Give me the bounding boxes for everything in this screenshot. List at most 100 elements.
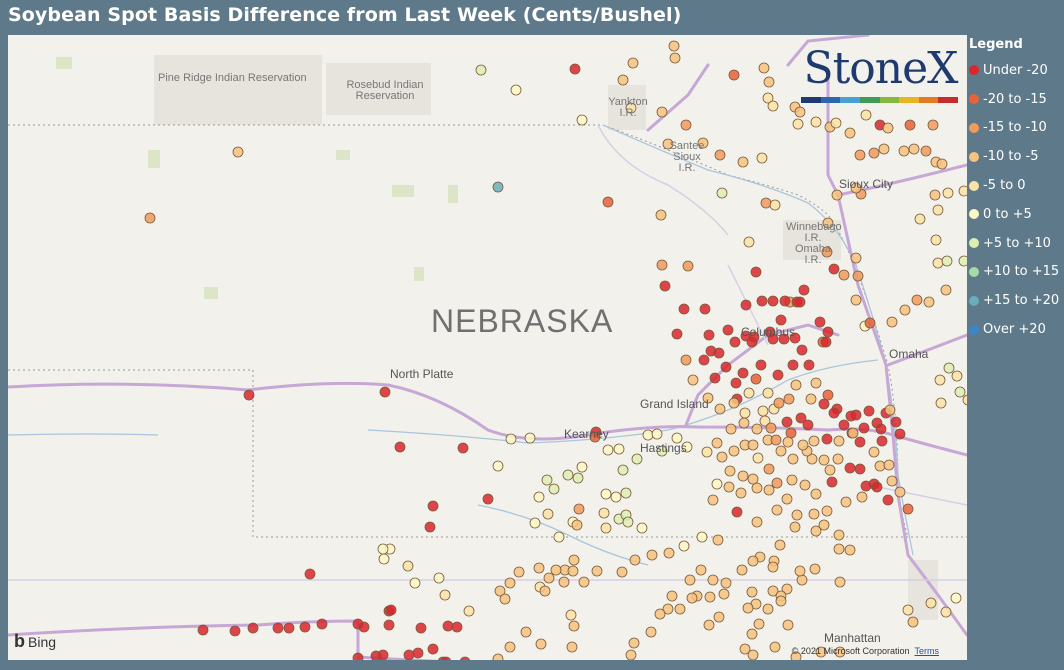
station-marker[interactable]: [776, 315, 786, 325]
station-marker[interactable]: [729, 70, 739, 80]
station-marker[interactable]: [530, 518, 540, 528]
station-marker[interactable]: [505, 578, 515, 588]
station-marker[interactable]: [704, 620, 714, 630]
station-marker[interactable]: [884, 460, 894, 470]
station-marker[interactable]: [719, 589, 729, 599]
station-marker[interactable]: [305, 569, 315, 579]
station-marker[interactable]: [811, 489, 821, 499]
station-marker[interactable]: [738, 471, 748, 481]
station-marker[interactable]: [730, 337, 740, 347]
station-marker[interactable]: [900, 305, 910, 315]
station-marker[interactable]: [384, 620, 394, 630]
station-marker[interactable]: [739, 418, 749, 428]
station-marker[interactable]: [855, 150, 865, 160]
station-marker[interactable]: [841, 497, 851, 507]
station-marker[interactable]: [721, 578, 731, 588]
station-marker[interactable]: [782, 494, 792, 504]
station-marker[interactable]: [753, 453, 763, 463]
station-marker[interactable]: [855, 437, 865, 447]
station-marker[interactable]: [579, 577, 589, 587]
map-canvas[interactable]: Pine Ridge Indian Reservation Rosebud In…: [8, 35, 967, 660]
station-marker[interactable]: [751, 267, 761, 277]
station-marker[interactable]: [732, 507, 742, 517]
station-marker[interactable]: [788, 454, 798, 464]
station-marker[interactable]: [621, 488, 631, 498]
legend-item[interactable]: -10 to -5: [969, 142, 1064, 171]
station-marker[interactable]: [726, 424, 736, 434]
station-marker[interactable]: [933, 258, 943, 268]
station-marker[interactable]: [577, 462, 587, 472]
station-marker[interactable]: [544, 573, 554, 583]
station-marker[interactable]: [652, 429, 662, 439]
station-marker[interactable]: [721, 362, 731, 372]
station-marker[interactable]: [815, 317, 825, 327]
station-marker[interactable]: [554, 532, 564, 542]
station-marker[interactable]: [936, 398, 946, 408]
station-marker[interactable]: [573, 473, 583, 483]
station-marker[interactable]: [942, 256, 952, 266]
station-marker[interactable]: [660, 281, 670, 291]
station-marker[interactable]: [819, 455, 829, 465]
terms-link[interactable]: Terms: [915, 646, 940, 656]
station-marker[interactable]: [514, 567, 524, 577]
station-marker[interactable]: [810, 564, 820, 574]
station-marker[interactable]: [460, 657, 470, 660]
legend-item[interactable]: +5 to +10: [969, 229, 1064, 258]
station-marker[interactable]: [829, 408, 839, 418]
station-marker[interactable]: [899, 146, 909, 156]
station-marker[interactable]: [657, 107, 667, 117]
station-marker[interactable]: [748, 650, 758, 660]
station-marker[interactable]: [763, 388, 773, 398]
station-marker[interactable]: [714, 612, 724, 622]
station-marker[interactable]: [879, 144, 889, 154]
station-marker[interactable]: [428, 644, 438, 654]
station-marker[interactable]: [933, 205, 943, 215]
station-marker[interactable]: [924, 297, 934, 307]
station-marker[interactable]: [618, 465, 628, 475]
station-marker[interactable]: [601, 523, 611, 533]
station-marker[interactable]: [675, 604, 685, 614]
station-marker[interactable]: [543, 509, 553, 519]
bing-attribution[interactable]: b Bing: [14, 631, 56, 652]
station-marker[interactable]: [559, 577, 569, 587]
station-marker[interactable]: [851, 295, 861, 305]
legend-item[interactable]: +15 to +20: [969, 286, 1064, 315]
station-marker[interactable]: [885, 405, 895, 415]
station-marker[interactable]: [717, 188, 727, 198]
station-marker[interactable]: [768, 101, 778, 111]
station-marker[interactable]: [712, 479, 722, 489]
station-marker[interactable]: [317, 619, 327, 629]
station-marker[interactable]: [395, 442, 405, 452]
station-marker[interactable]: [704, 330, 714, 340]
station-marker[interactable]: [757, 296, 767, 306]
station-marker[interactable]: [869, 148, 879, 158]
station-marker[interactable]: [770, 642, 780, 652]
station-marker[interactable]: [440, 590, 450, 600]
station-marker[interactable]: [618, 75, 628, 85]
station-marker[interactable]: [563, 470, 573, 480]
station-marker[interactable]: [603, 445, 613, 455]
station-marker[interactable]: [715, 404, 725, 414]
station-marker[interactable]: [643, 430, 653, 440]
station-marker[interactable]: [715, 150, 725, 160]
station-marker[interactable]: [483, 494, 493, 504]
station-marker[interactable]: [891, 417, 901, 427]
station-marker[interactable]: [915, 214, 925, 224]
station-marker[interactable]: [909, 144, 919, 154]
station-marker[interactable]: [443, 621, 453, 631]
station-marker[interactable]: [887, 317, 897, 327]
station-marker[interactable]: [569, 621, 579, 631]
station-marker[interactable]: [748, 556, 758, 566]
station-marker[interactable]: [493, 182, 503, 192]
station-marker[interactable]: [941, 285, 951, 295]
station-marker[interactable]: [963, 395, 967, 405]
station-marker[interactable]: [626, 650, 636, 660]
station-marker[interactable]: [743, 603, 753, 613]
station-marker[interactable]: [804, 360, 814, 370]
station-marker[interactable]: [796, 413, 806, 423]
station-marker[interactable]: [786, 428, 796, 438]
station-marker[interactable]: [611, 492, 621, 502]
station-marker[interactable]: [784, 394, 794, 404]
station-marker[interactable]: [434, 573, 444, 583]
station-marker[interactable]: [664, 548, 674, 558]
